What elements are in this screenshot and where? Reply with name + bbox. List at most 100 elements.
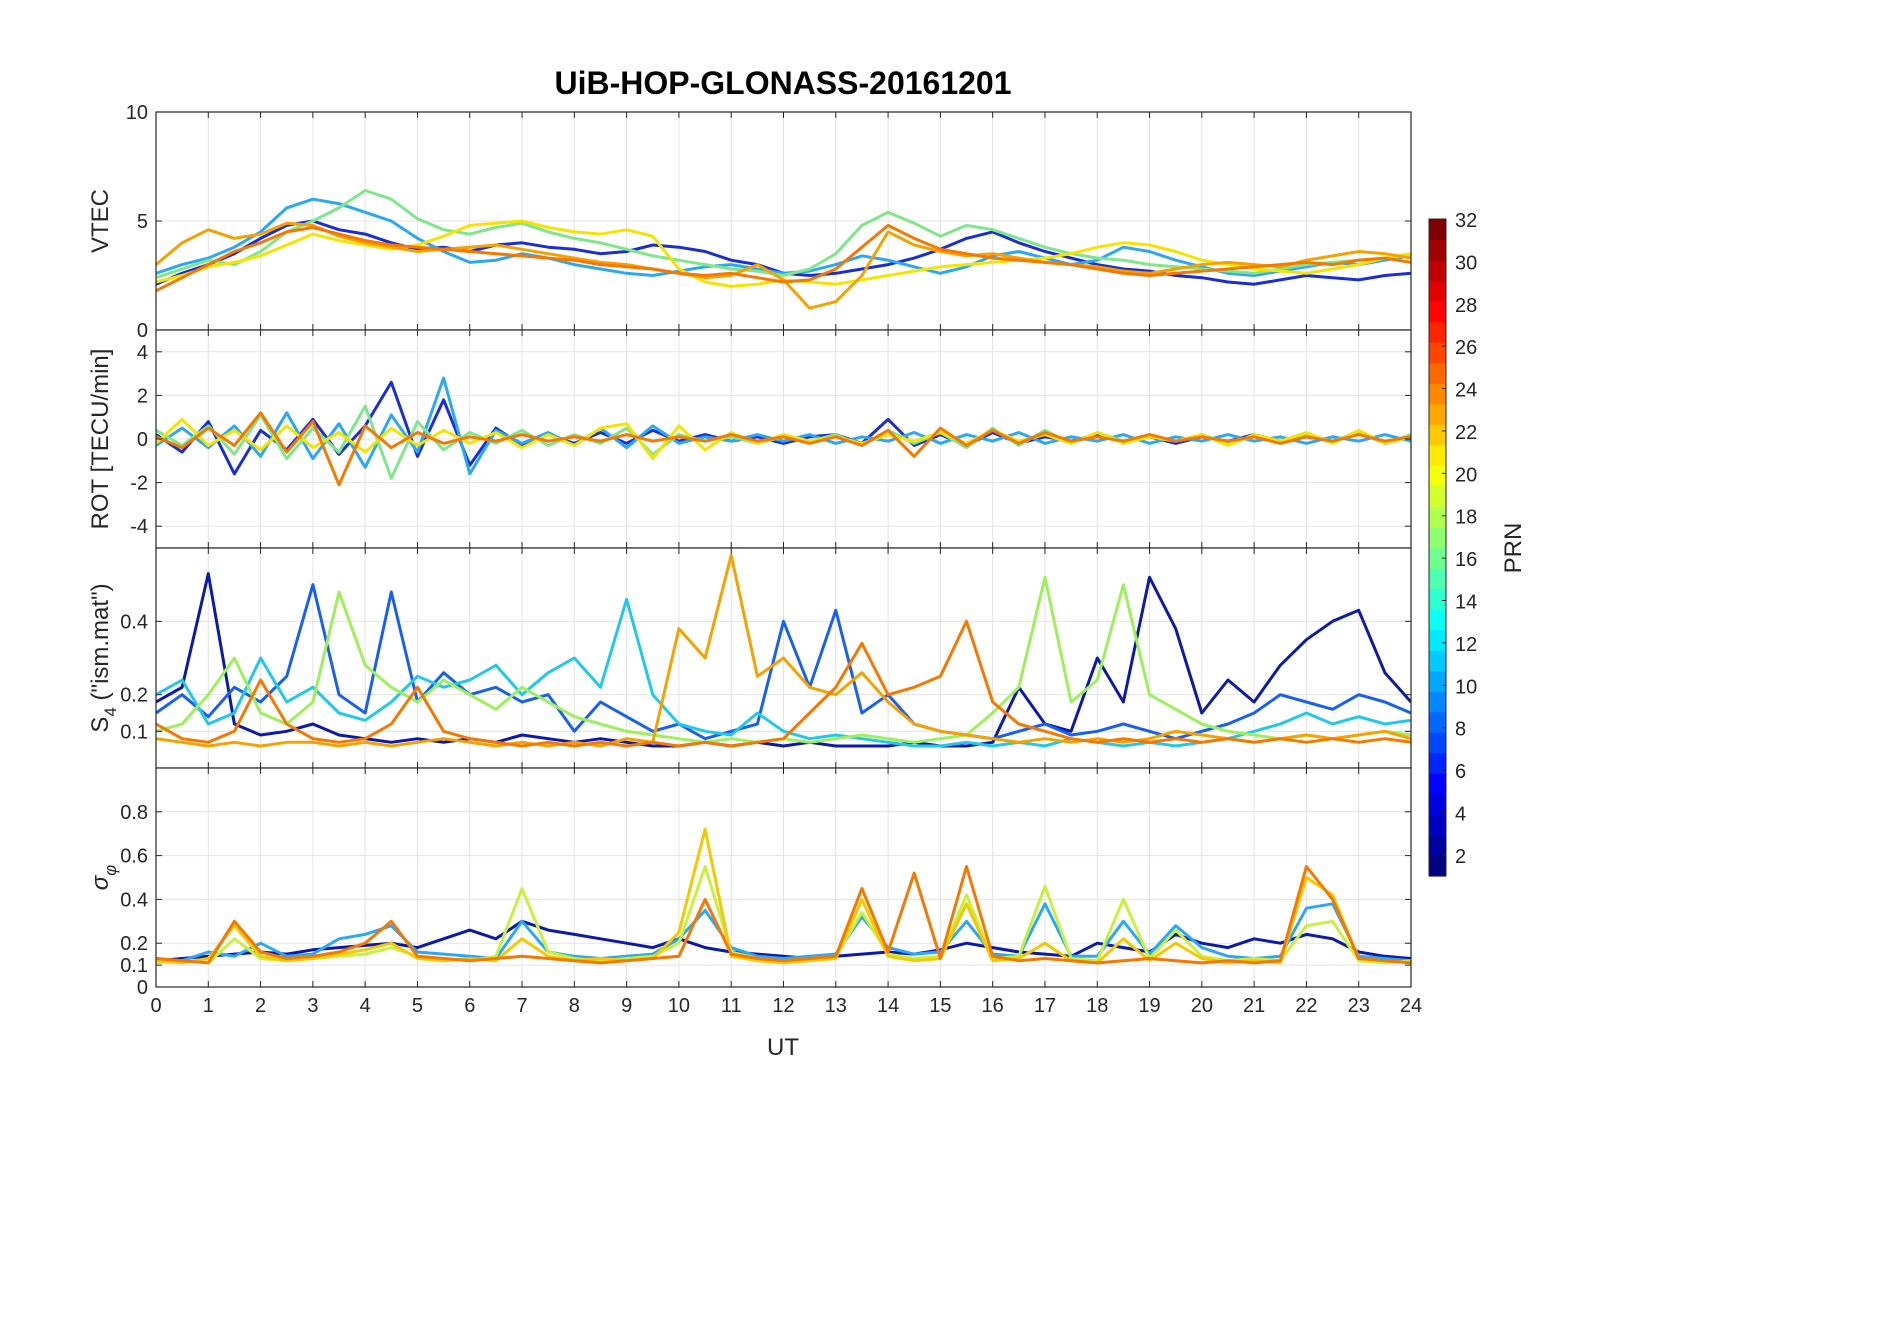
y-axis-label: ROT [TECU/min]: [87, 349, 114, 530]
colorbar-swatch: [1429, 465, 1446, 487]
x-tick-label: 4: [360, 995, 371, 1017]
y-tick-label: 2: [137, 385, 148, 407]
colorbar-swatch: [1429, 588, 1446, 610]
panel-2: -4 -2 0 2 4 ROT [TECU/min]: [87, 329, 1412, 549]
x-tick-label: 18: [1086, 995, 1108, 1017]
x-tick-label: 3: [307, 995, 318, 1017]
series-line-4: [156, 827, 1411, 965]
colorbar-tick-label: 8: [1455, 719, 1466, 741]
series-group: [156, 827, 1411, 965]
panel-3: 0.1 0.2 0.4S4 ("ism.mat"): [87, 547, 1412, 769]
colorbar-swatch: [1429, 260, 1446, 282]
y-tick-label: 5: [137, 211, 148, 233]
y-tick-label: 0.2: [120, 685, 148, 707]
x-tick-label: 6: [464, 995, 475, 1017]
series-group: [156, 189, 1411, 310]
x-tick-label: 17: [1034, 995, 1056, 1017]
colorbar-swatch: [1429, 321, 1446, 343]
x-tick-label: 8: [569, 995, 580, 1017]
y-tick-label: 0: [137, 320, 148, 342]
colorbar-swatch: [1429, 752, 1446, 774]
colorbar-swatch: [1429, 855, 1446, 877]
x-tick-label: 13: [825, 995, 847, 1017]
colorbar-swatch: [1429, 793, 1446, 816]
x-tick-label: 7: [516, 995, 527, 1017]
y-tick-label: 4: [137, 342, 148, 364]
colorbar-swatch: [1429, 403, 1446, 425]
colorbar-swatch: [1429, 526, 1446, 549]
x-tick-label: 11: [721, 995, 742, 1017]
x-tick-label: 2: [255, 995, 266, 1017]
y-tick-label: 0.2: [120, 933, 148, 955]
x-tick-label: 21: [1243, 995, 1265, 1017]
colorbar-tick-label: 6: [1455, 761, 1466, 783]
colorbar-swatch: [1429, 301, 1446, 323]
colorbar-tick-label: 20: [1455, 464, 1477, 486]
series-line-6: [156, 223, 1411, 293]
y-axis-label-subscript: φ: [101, 865, 120, 876]
series-group: [156, 376, 1411, 487]
y-axis-label: S4 ("ism.mat"): [87, 583, 120, 732]
colorbar-tick-label: 24: [1455, 380, 1477, 402]
y-tick-label: 0.4: [120, 611, 148, 633]
colorbar-tick-label: 26: [1455, 337, 1477, 359]
series-line-4: [156, 417, 1411, 461]
series-line-2: [156, 376, 1411, 476]
colorbar-swatch: [1429, 219, 1446, 241]
y-tick-label: 0.1: [120, 721, 148, 743]
series-line-2: [156, 583, 1411, 741]
colorbar-tick-label: 18: [1455, 507, 1477, 529]
y-axis-label-main: σ: [87, 874, 114, 890]
x-tick-label: 10: [668, 995, 690, 1017]
y-axis-label-subscript: 4: [101, 707, 120, 716]
colorbar-swatch: [1429, 609, 1446, 631]
colorbar-swatch: [1429, 568, 1446, 590]
colorbar-tick-label: 14: [1455, 591, 1477, 613]
colorbar-swatch: [1429, 711, 1446, 733]
x-axis-label: UT: [767, 1034, 799, 1061]
series-line-5: [156, 411, 1411, 487]
figure: UiB-HOP-GLONASS-20161201 0510VTEC-4-2024…: [87, 65, 1527, 1061]
y-tick-label: 0.8: [120, 802, 148, 824]
x-tick-label: 16: [982, 995, 1004, 1017]
series-line-3: [156, 189, 1411, 280]
y-axis-label-rest: ("ism.mat"): [87, 583, 114, 707]
y-tick-label: 0.6: [120, 846, 148, 868]
colorbar-swatch: [1429, 547, 1446, 569]
x-tick-label: 1: [203, 995, 214, 1017]
colorbar-tick-label: 22: [1455, 422, 1477, 444]
colorbar-swatch: [1429, 773, 1446, 795]
colorbar-tick-label: 16: [1455, 549, 1477, 571]
colorbar-label: PRN: [1500, 523, 1527, 574]
series-line-6: [156, 619, 1411, 748]
y-tick-label: 0.4: [120, 889, 148, 911]
series-line-2: [156, 902, 1411, 963]
y-tick-label: -2: [130, 473, 148, 495]
x-tick-label: 12: [772, 995, 794, 1017]
x-tick-label: 14: [877, 995, 899, 1017]
colorbar-tick-label: 4: [1455, 803, 1466, 825]
colorbar-swatch: [1429, 280, 1446, 302]
x-tick-label: 23: [1348, 995, 1370, 1017]
colorbar-swatch: [1429, 506, 1446, 528]
colorbar-tick-label: 32: [1455, 210, 1477, 232]
x-tick-label: 5: [412, 995, 423, 1017]
colorbar-frame: [1428, 218, 1447, 877]
x-tick-label: 9: [621, 995, 632, 1017]
colorbar-swatch: [1429, 834, 1446, 857]
colorbar-tick-label: 12: [1455, 634, 1477, 656]
colorbar-tick-label: 10: [1455, 676, 1477, 698]
series-line-5: [156, 553, 1411, 748]
series-line-2: [156, 197, 1411, 277]
panel-4: 0 1 2 3 4 5 6 7 8 9 10 11 12 13 14 15 16 17 18 19 20 21 22 23 24…: [87, 767, 1422, 1017]
x-tick-label: 22: [1295, 995, 1317, 1017]
colorbar-tick-label: 2: [1455, 846, 1466, 868]
x-tick-label: 24: [1400, 995, 1422, 1017]
x-tick-label: 19: [1138, 995, 1160, 1017]
colorbar-swatch: [1429, 691, 1446, 713]
y-axis-label: VTEC: [87, 189, 114, 253]
y-tick-label: -4: [130, 516, 148, 538]
colorbar-swatch: [1429, 424, 1446, 446]
colorbar-swatch: [1429, 485, 1446, 508]
